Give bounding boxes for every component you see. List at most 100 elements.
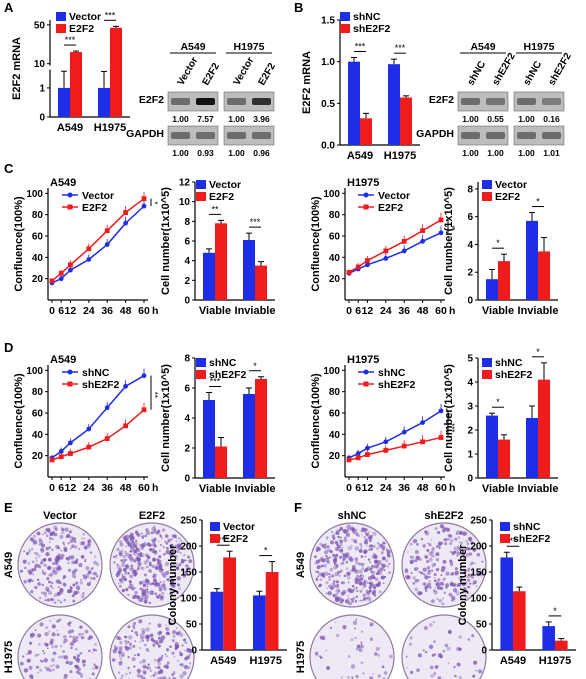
colony (136, 653, 140, 657)
colony (429, 623, 433, 627)
colony (414, 549, 419, 555)
colony (375, 646, 380, 651)
colony (146, 639, 149, 642)
y-tick-label: 1 (39, 83, 45, 94)
y-tick-label: 4 (184, 256, 190, 267)
colony (367, 576, 373, 581)
colony (128, 556, 134, 561)
x-tick-label: 6 (58, 305, 64, 317)
legend-label: shE2F2 (209, 369, 247, 381)
x-tick-label: H1975 (539, 655, 571, 667)
colony (359, 574, 363, 577)
colony (121, 563, 126, 568)
colony (23, 580, 27, 584)
x-tick-label: 0 (49, 305, 55, 317)
colony (166, 578, 169, 582)
data-point (68, 440, 73, 446)
colony (433, 653, 437, 656)
colony (165, 570, 170, 575)
bar (265, 572, 279, 650)
colony (334, 540, 339, 545)
colony (357, 574, 360, 577)
colony (173, 655, 176, 658)
colony (93, 560, 98, 565)
colony (319, 542, 323, 546)
colony (82, 592, 85, 594)
colony (69, 629, 74, 634)
colony (437, 676, 442, 679)
y-tick-label: 2 (467, 426, 473, 437)
colony (44, 666, 47, 669)
colony (445, 583, 450, 588)
colony (426, 560, 430, 563)
colony (23, 550, 26, 553)
colony (334, 596, 339, 600)
colony (342, 625, 347, 630)
colony (55, 561, 58, 565)
colony (92, 667, 95, 670)
legend-label: E2F2 (378, 202, 403, 214)
colony (153, 550, 158, 555)
colony (444, 542, 448, 546)
colony (123, 550, 127, 554)
colony (350, 638, 354, 641)
colony (95, 562, 100, 567)
bar-chart-C-A549-count: 0 2 4 6 8 10 12 Cell number(1x10^5) Viable ** Invi… (160, 178, 275, 318)
colony (75, 590, 80, 595)
colony (51, 569, 56, 573)
y-tick-label: 4 (184, 414, 190, 425)
colony (158, 593, 161, 597)
band-quantification: 3.96 (253, 114, 270, 124)
culture-plate (17, 614, 103, 679)
colony (364, 567, 369, 572)
colony (341, 561, 345, 565)
colony (471, 634, 475, 638)
colony (69, 555, 75, 560)
colony (467, 568, 470, 571)
colony (69, 635, 72, 638)
colony (427, 542, 429, 545)
data-point (438, 217, 444, 223)
colony (175, 627, 178, 630)
colony (358, 575, 362, 579)
colony (435, 557, 440, 562)
y-tick-label: 80 (32, 210, 44, 221)
colony (455, 591, 460, 596)
sig-label: * (553, 606, 557, 616)
bar (203, 400, 215, 478)
colony (345, 532, 350, 537)
colony (180, 539, 183, 542)
colony (53, 532, 58, 537)
colony (153, 531, 156, 534)
colony (174, 575, 177, 578)
colony (141, 532, 143, 535)
colony (324, 543, 327, 546)
colony (355, 574, 360, 579)
data-point (123, 383, 128, 389)
colony (87, 636, 91, 641)
colony (89, 551, 93, 554)
colony (54, 527, 58, 531)
colony (132, 597, 135, 600)
y-axis-label: Colony number (167, 544, 179, 625)
y-tick-label: 8 (467, 184, 473, 195)
x-tick-label: 0 (346, 482, 352, 494)
colony (334, 621, 337, 623)
colony (180, 552, 182, 554)
blot-row-label: GAPDH (416, 128, 454, 140)
colony (383, 568, 386, 572)
colony (380, 576, 384, 580)
colony (342, 558, 345, 562)
colony (335, 589, 338, 592)
colony (40, 542, 43, 546)
colony (350, 544, 353, 547)
x-unit-label: h (449, 482, 455, 494)
data-point (383, 439, 389, 445)
colony (154, 579, 158, 583)
colony (144, 534, 148, 538)
colony (145, 647, 149, 652)
colony (428, 580, 431, 583)
colony (468, 552, 473, 556)
